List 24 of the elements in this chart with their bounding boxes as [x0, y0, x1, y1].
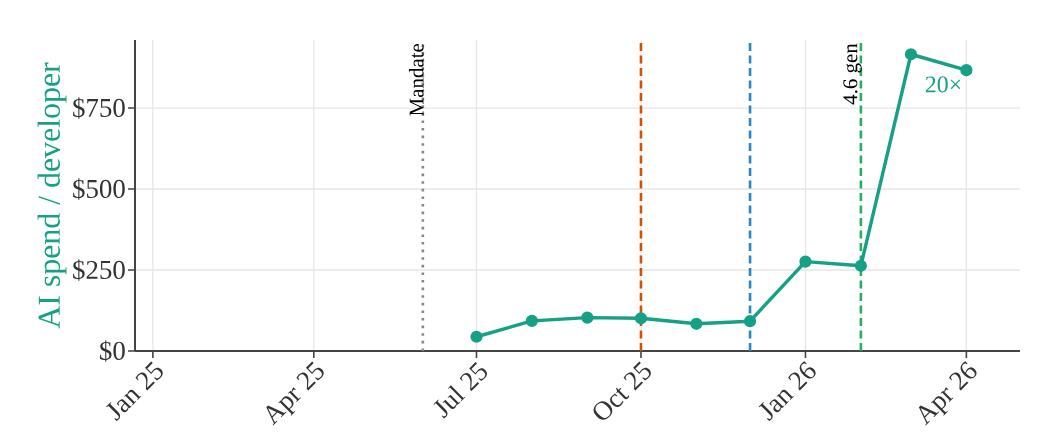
x-tick-label: Apr 26: [918, 361, 977, 426]
point: [690, 317, 703, 330]
x-tick-label: Apr 25: [266, 361, 324, 426]
point: [470, 330, 483, 343]
ref-line-label: 4.6 gen: [843, 43, 862, 105]
point: [581, 311, 594, 324]
y-tick-label: $750: [73, 97, 125, 119]
x-tick-label: Jan 25: [106, 361, 163, 421]
x-tick-label: Jan 26: [758, 361, 816, 421]
annotation: 20×: [925, 76, 961, 93]
y-tick-label: $500: [73, 178, 125, 200]
point: [960, 64, 973, 77]
y-tick-label: $250: [73, 259, 125, 281]
x-tick-label: Oct 25: [593, 361, 651, 420]
point: [743, 315, 757, 328]
point: [525, 314, 539, 327]
point: [904, 48, 918, 61]
ref-line-label: Mandate: [408, 43, 424, 116]
point: [799, 255, 812, 268]
x-tick-label: Jul 25: [433, 362, 487, 419]
point: [854, 259, 867, 272]
y-axis-title: AI spend / developer: [37, 62, 67, 329]
point: [634, 312, 648, 325]
y-tick-label: $0: [100, 340, 125, 362]
